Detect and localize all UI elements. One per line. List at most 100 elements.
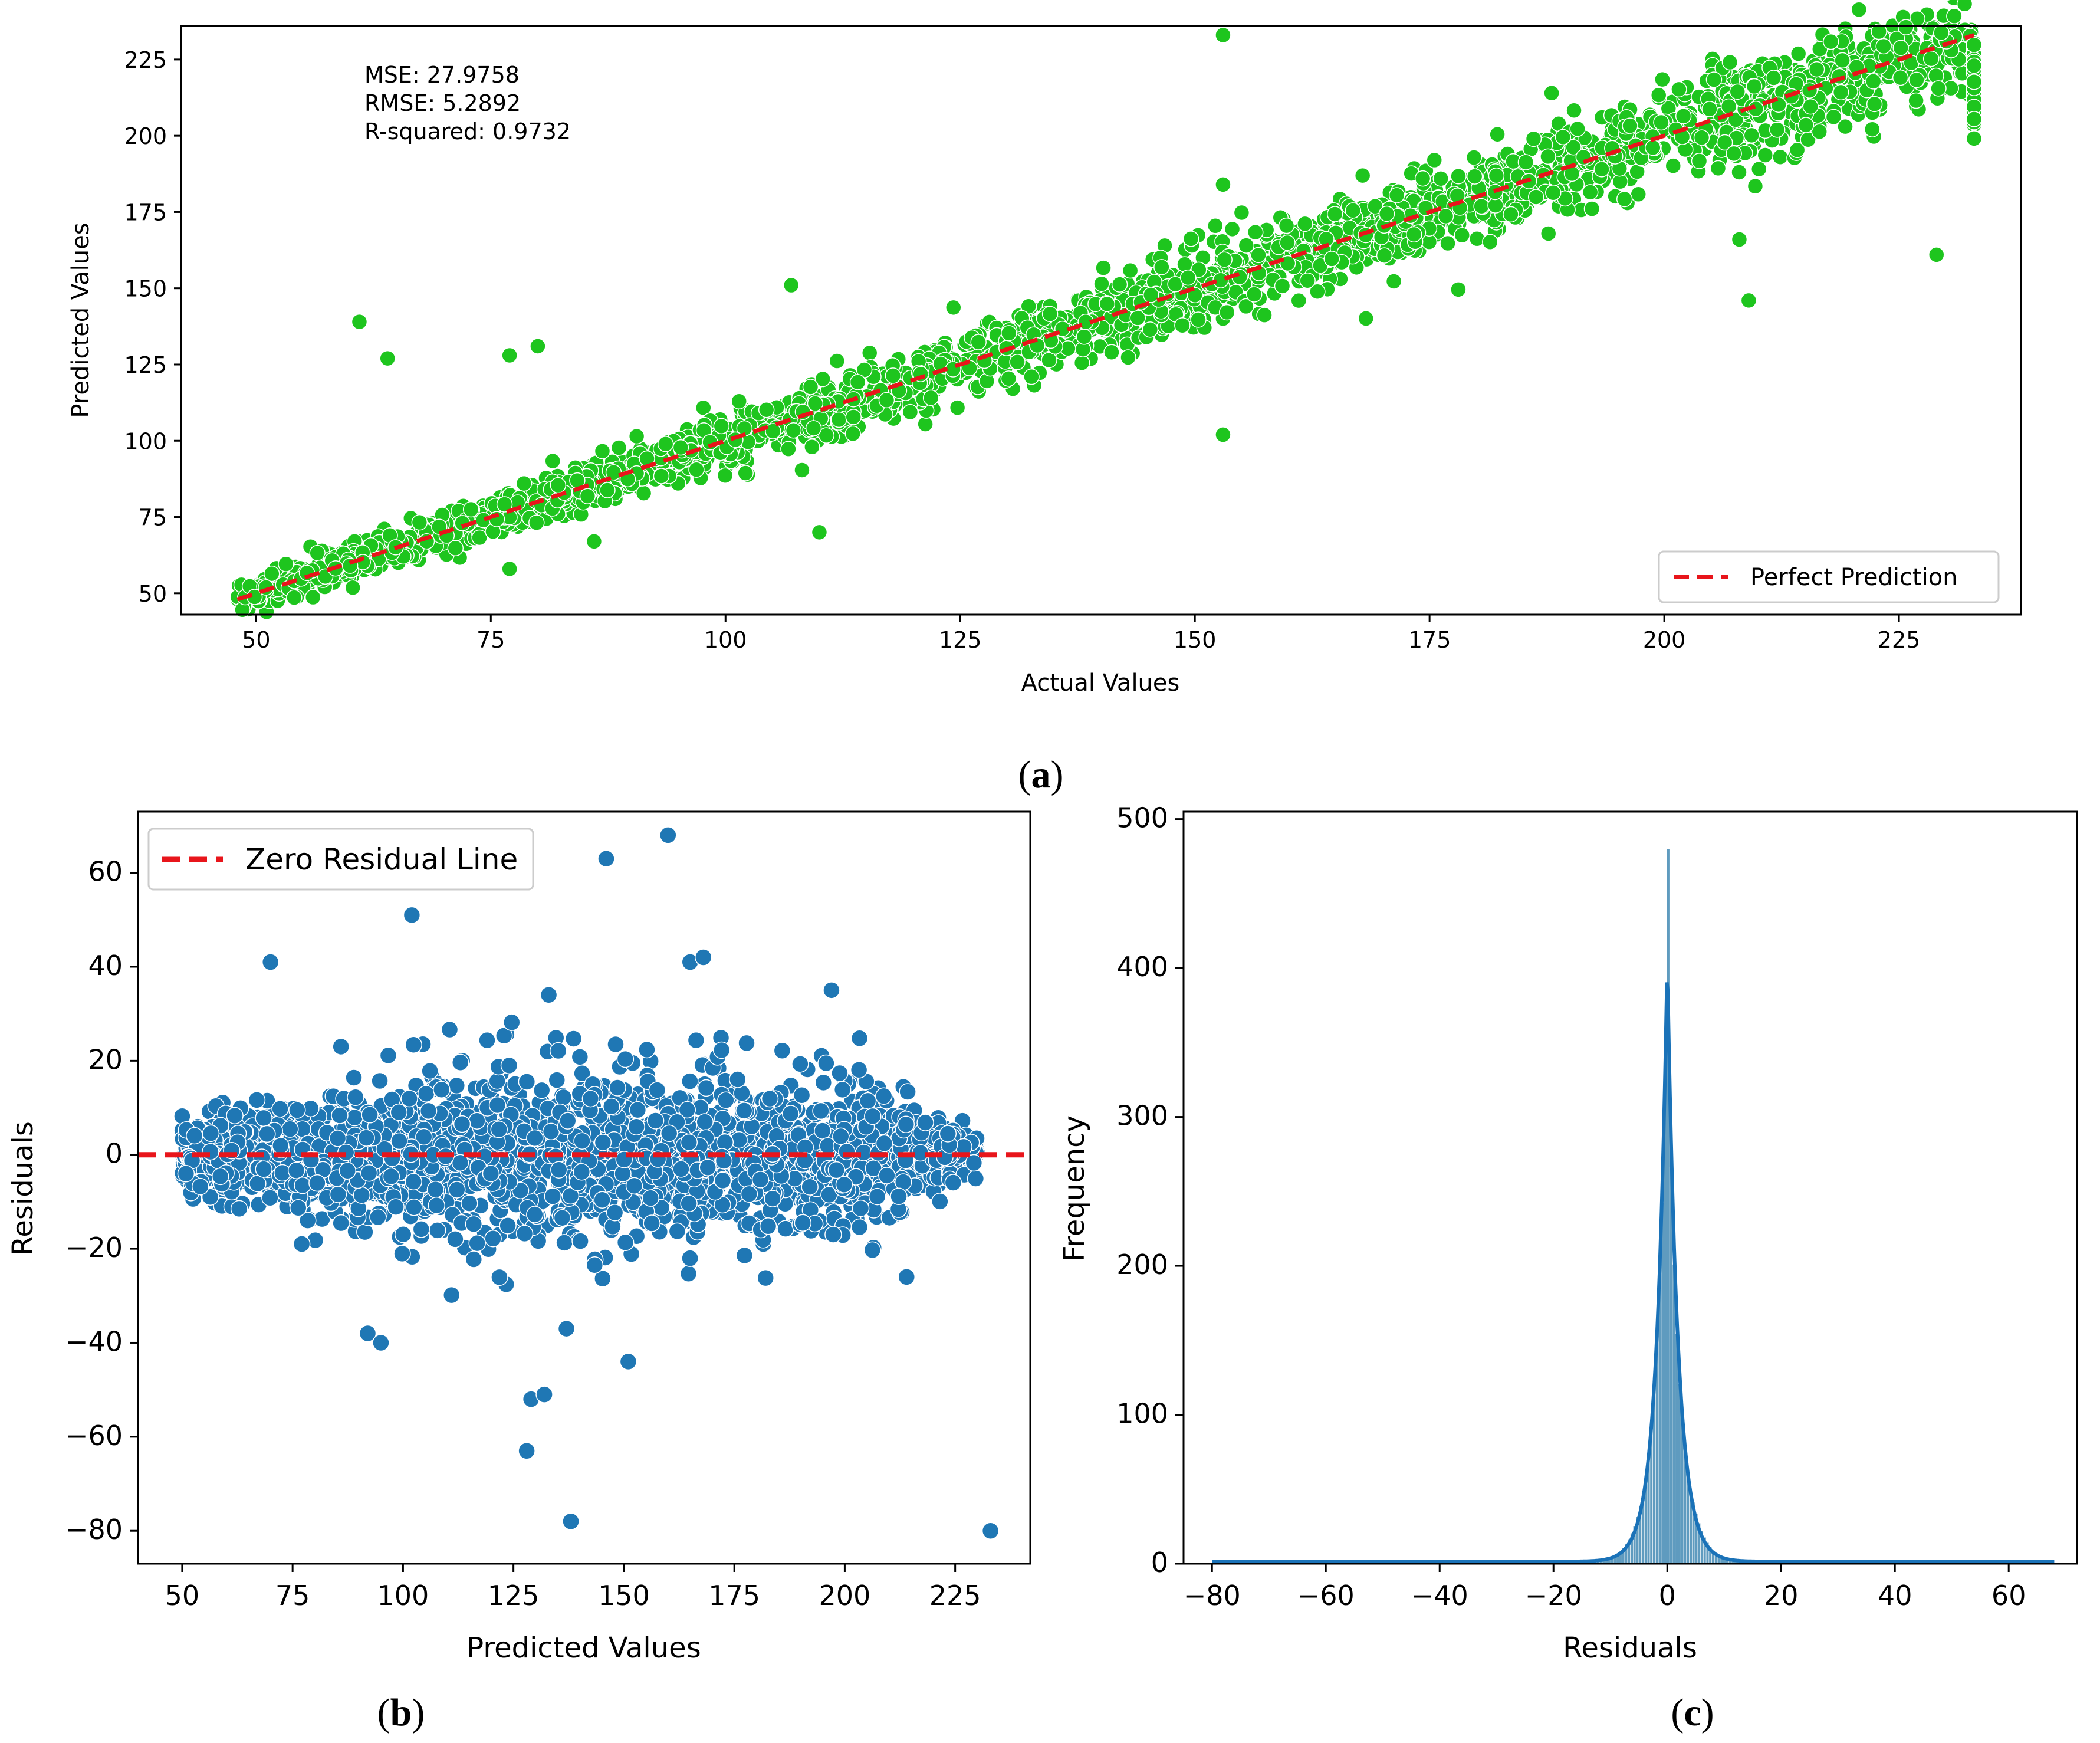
panel-a-x-axis-label: Actual Values [1021, 669, 1180, 697]
data-point [1473, 198, 1490, 215]
data-point [230, 1200, 248, 1218]
outlier-point [379, 350, 396, 367]
data-point [1726, 145, 1742, 162]
data-point [465, 1250, 483, 1268]
data-point [1274, 278, 1291, 294]
data-point [1654, 71, 1671, 88]
data-point [681, 1072, 699, 1090]
data-point [1837, 118, 1853, 135]
data-point [1279, 234, 1296, 251]
data-point [1345, 202, 1362, 219]
data-point [1622, 117, 1638, 134]
data-point [1218, 304, 1235, 321]
data-point [1731, 164, 1747, 180]
data-point [390, 1132, 408, 1150]
data-point [1297, 215, 1313, 232]
data-point [1832, 84, 1849, 101]
outlier-point [1740, 292, 1757, 309]
data-point [412, 1220, 430, 1238]
data-point [849, 374, 866, 390]
data-point [309, 544, 326, 562]
data-point [1865, 73, 1882, 90]
data-point [1675, 108, 1692, 124]
y-tick-label: 50 [139, 581, 167, 607]
data-point [1582, 184, 1599, 201]
data-point [526, 1206, 544, 1223]
panel-a-y-axis-label: Predicted Values [67, 222, 94, 418]
data-point [1802, 98, 1819, 115]
panel-a-legend-label: Perfect Prediction [1750, 564, 1958, 591]
data-point [1866, 96, 1883, 113]
data-point [1566, 102, 1582, 119]
data-point [616, 1050, 635, 1068]
data-point [697, 1079, 715, 1097]
data-point [1256, 307, 1273, 323]
data-point [1593, 161, 1610, 178]
data-point [1693, 129, 1710, 146]
y-tick-label: 125 [124, 352, 167, 378]
data-point [226, 1107, 244, 1125]
data-point [528, 514, 545, 531]
data-point [1414, 170, 1431, 187]
stat-r-squared: R-squared: 0.9732 [364, 119, 571, 145]
data-point [387, 1198, 405, 1216]
data-point [1142, 287, 1159, 303]
data-point [648, 1081, 666, 1099]
data-point [1898, 19, 1914, 35]
data-point [1299, 272, 1316, 289]
data-point [462, 501, 479, 518]
outlier-point [1543, 85, 1560, 101]
data-point [1616, 191, 1633, 208]
outlier-point [783, 277, 800, 294]
data-point [1245, 286, 1263, 303]
outlier-point [811, 524, 828, 541]
data-point [331, 1107, 349, 1124]
data-point [863, 1241, 882, 1259]
data-point [830, 411, 847, 428]
data-point [1182, 231, 1199, 247]
data-point [599, 482, 616, 498]
x-tick-label: 150 [1174, 627, 1217, 653]
data-point [1966, 37, 1983, 53]
y-tick-label: 100 [124, 428, 167, 454]
data-point [1278, 217, 1295, 234]
x-tick-label: 100 [704, 627, 747, 653]
data-point [814, 1074, 833, 1092]
data-point [1908, 71, 1925, 88]
data-point [553, 1209, 571, 1227]
data-point [594, 443, 611, 459]
data-point [737, 465, 754, 481]
data-point [1450, 281, 1467, 298]
data-point [1023, 368, 1040, 385]
data-point [1908, 92, 1924, 109]
data-point [1385, 273, 1402, 290]
data-point [794, 1214, 812, 1232]
data-point [1180, 269, 1197, 286]
data-point [518, 1073, 536, 1091]
data-point [304, 589, 321, 606]
data-point [542, 1122, 560, 1141]
data-point [1426, 152, 1443, 169]
data-point [1743, 127, 1760, 144]
data-point [1041, 352, 1057, 369]
panel-a-caption: (a) [1018, 753, 1064, 796]
data-point [405, 1199, 423, 1216]
data-point [394, 1226, 412, 1243]
data-point [717, 1091, 735, 1109]
data-point [945, 299, 962, 316]
data-point [286, 589, 303, 606]
data-point [1650, 87, 1667, 103]
data-point [1041, 306, 1059, 323]
data-point [735, 1246, 754, 1265]
data-point [1388, 187, 1405, 203]
data-point [405, 1036, 422, 1054]
data-point [1517, 154, 1534, 170]
data-point [293, 1235, 311, 1253]
data-point [361, 1106, 379, 1124]
panel-b-chart: 50 75 100 125 150 175 200 225 −80−60−40−2002040… [6, 810, 1031, 1734]
data-point [1326, 206, 1343, 222]
data-point [426, 1180, 445, 1199]
data-point [1721, 54, 1739, 71]
outlier-point [1215, 27, 1231, 44]
data-point [1705, 71, 1723, 88]
